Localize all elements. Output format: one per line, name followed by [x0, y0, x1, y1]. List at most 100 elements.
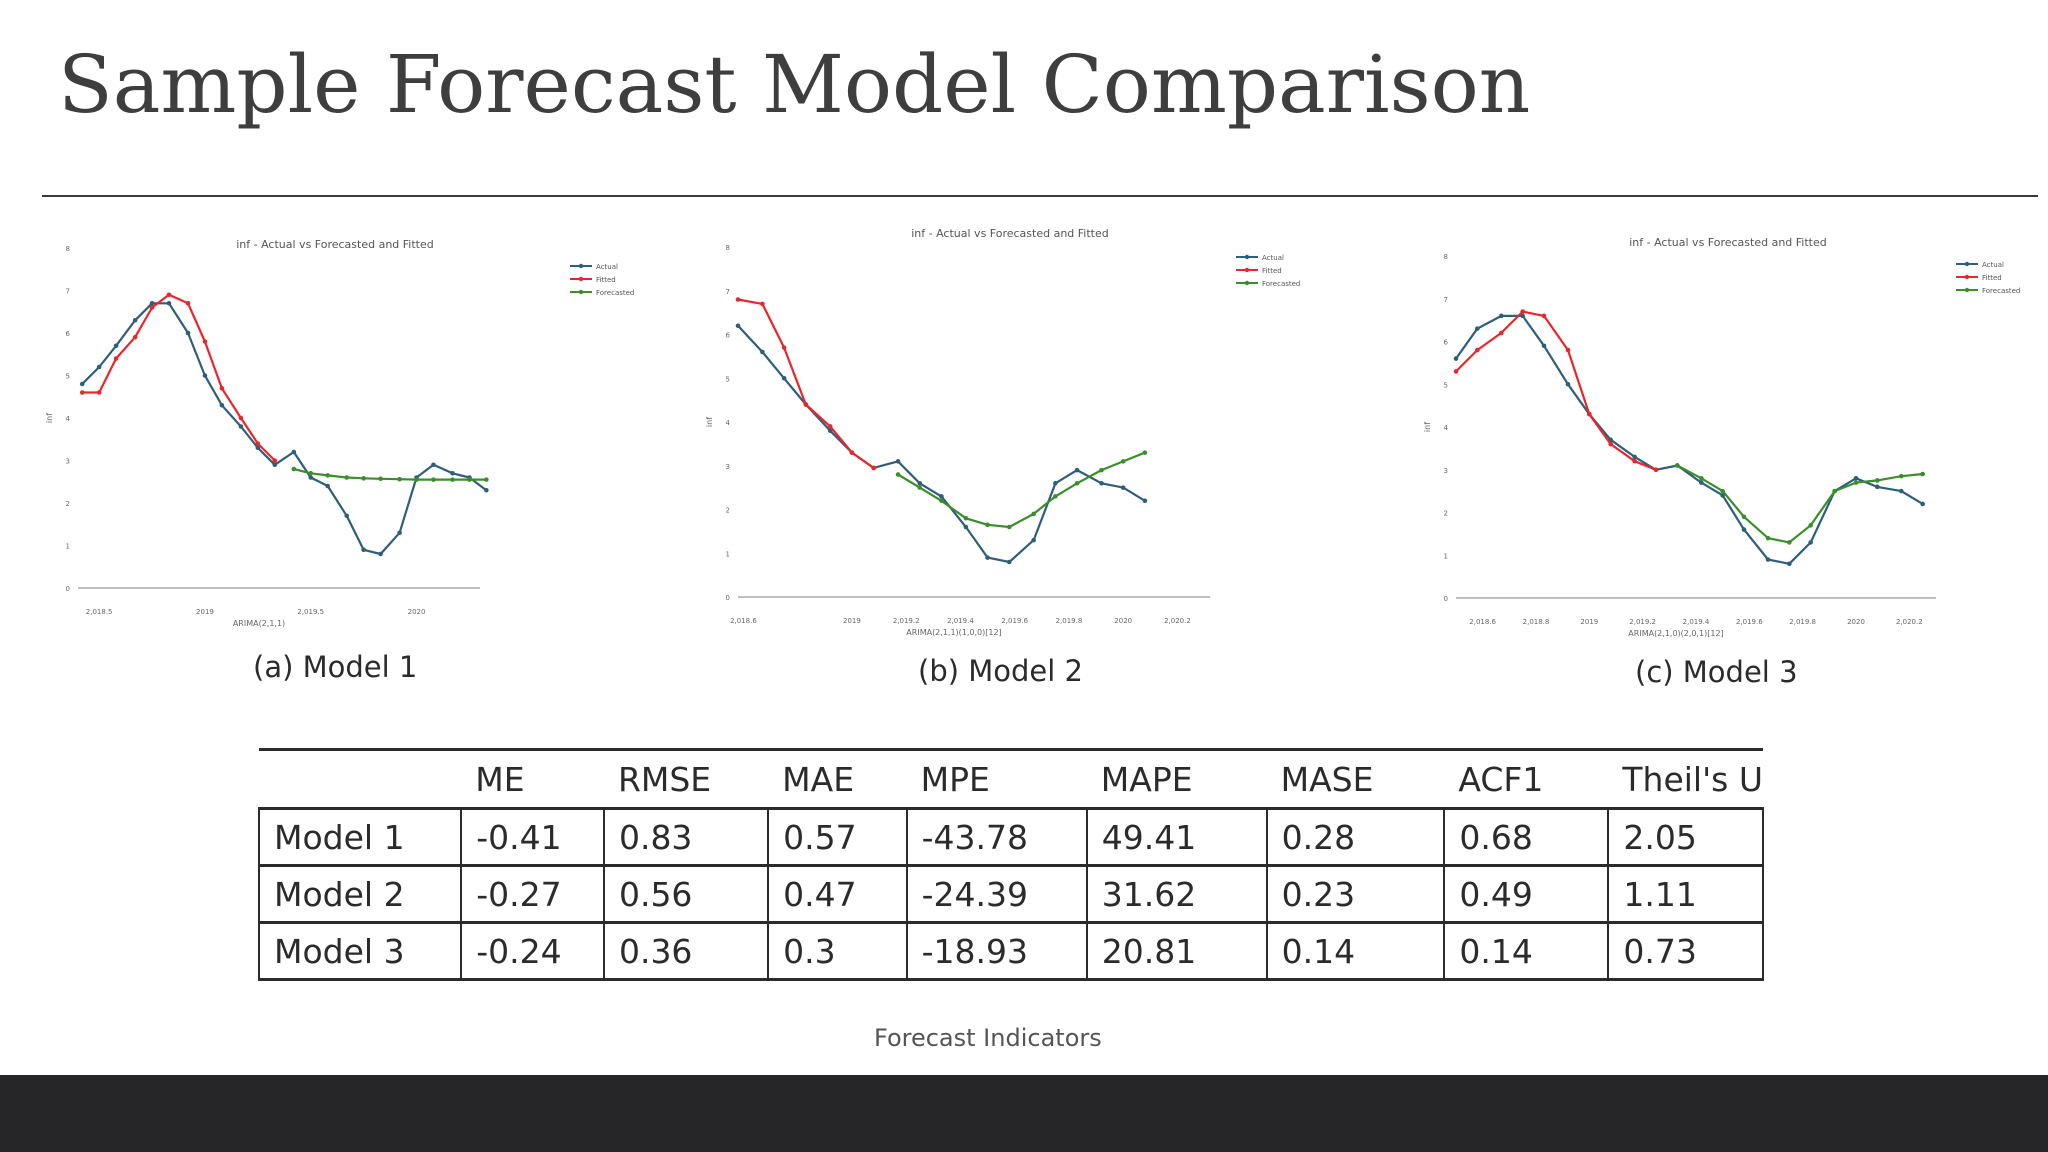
legend-marker-forecasted [1244, 280, 1250, 286]
y-tick-label: 2 [1444, 510, 1448, 518]
data-point-actual [781, 375, 787, 381]
data-point-forecasted [917, 485, 923, 490]
data-point-forecasted [1142, 450, 1148, 455]
y-tick-label: 0 [726, 594, 730, 602]
data-point-fitted [1587, 411, 1592, 417]
data-point-fitted [1453, 369, 1459, 374]
data-point-forecasted [378, 476, 383, 482]
data-point-fitted [219, 385, 225, 391]
y-axis-label: inf [705, 417, 714, 427]
data-point-actual [895, 459, 901, 464]
data-point-forecasted [1720, 488, 1725, 494]
data-point-actual [1074, 467, 1080, 473]
legend-label-fitted: Fitted [1262, 267, 1282, 275]
data-point-forecasted [1074, 480, 1080, 486]
y-tick-label: 4 [1444, 424, 1449, 432]
legend-marker-actual [1964, 261, 1970, 267]
data-point-fitted [166, 292, 172, 298]
data-point-actual [185, 330, 191, 336]
y-tick-label: 7 [66, 288, 70, 296]
y-tick-label: 6 [1444, 339, 1449, 347]
data-point-actual [1741, 527, 1747, 532]
x-tick-label: 2,019.6 [1736, 618, 1763, 626]
data-point-forecasted [985, 522, 990, 528]
chart-title: inf - Actual vs Forecasted and Fitted [1629, 236, 1827, 249]
data-point-actual [325, 483, 330, 489]
table-row: Model 3 -0.24 0.36 0.3 -18.93 20.81 0.14… [257, 922, 1764, 980]
data-point-actual [1808, 540, 1813, 545]
y-tick-label: 8 [726, 244, 730, 252]
data-point-fitted [96, 390, 102, 395]
data-point-actual [1920, 501, 1925, 507]
column-header-mase: MASE [1280, 759, 1374, 799]
chart-caption-model-1: (a) Model 1 [253, 650, 418, 684]
table-cell: -0.27 [460, 865, 604, 923]
legend-marker-fitted [1244, 267, 1250, 273]
data-point-actual [255, 445, 261, 451]
legend-label-actual: Actual [1982, 261, 2004, 269]
data-point-actual [1541, 343, 1547, 349]
y-tick-label: 5 [726, 375, 730, 383]
legend-marker-fitted [1964, 274, 1970, 280]
data-point-fitted [871, 465, 876, 471]
data-point-actual [166, 300, 172, 306]
series-line-actual [1455, 314, 1924, 565]
y-tick-label: 7 [1444, 296, 1448, 304]
data-point-actual [484, 487, 489, 493]
y-tick-label: 6 [726, 332, 731, 340]
data-point-forecasted [1765, 535, 1771, 541]
data-point-fitted [149, 305, 155, 310]
series-line-fitted [1455, 310, 1657, 471]
table-cell: 0.3 [767, 922, 907, 980]
y-axis-label: inf [45, 413, 54, 423]
y-tick-label: 0 [1444, 595, 1448, 603]
data-point-forecasted [1741, 514, 1747, 520]
chart-model-1-svg: inf - Actual vs Forecasted and Fitted 0 1 2… [45, 238, 634, 628]
x-tick-label: 2,020.2 [1896, 618, 1923, 626]
table-cell: 49.41 [1085, 808, 1267, 866]
legend-label-fitted: Fitted [1982, 274, 2002, 282]
legend-label-forecasted: Forecasted [1982, 287, 2020, 295]
y-tick-label: 5 [66, 373, 70, 381]
data-point-actual [1899, 488, 1904, 494]
x-tick-label: 2,019.8 [1789, 618, 1816, 626]
series-line-fitted [82, 293, 276, 462]
data-point-fitted [185, 300, 191, 306]
data-point-actual [1031, 537, 1036, 543]
x-tick-label: 2019 [843, 617, 861, 625]
x-tick-label: 2020 [408, 608, 426, 616]
data-point-actual [1006, 559, 1012, 565]
slide-title: Sample Forecast Model Comparison [58, 38, 1531, 131]
data-point-forecasted [344, 475, 350, 480]
data-point-forecasted [450, 477, 455, 482]
table-cell: 31.62 [1085, 865, 1267, 923]
series-line-forecasted [897, 451, 1146, 529]
legend-marker-forecasted [578, 289, 584, 295]
data-point-forecasted [1899, 473, 1904, 479]
data-point-fitted [1653, 467, 1659, 473]
column-header-mpe: MPE [920, 759, 990, 799]
legend-marker-actual [1244, 254, 1250, 260]
table-header-row: ME RMSE MAE MPE MAPE MASE ACF1 Theil's U [259, 749, 1763, 809]
y-tick-label: 6 [66, 330, 71, 338]
data-point-forecasted [1120, 459, 1126, 464]
data-point-forecasted [291, 466, 297, 472]
y-tick-label: 4 [726, 419, 731, 427]
legend-marker-forecasted [1964, 287, 1970, 293]
data-point-actual [1099, 480, 1104, 486]
legend-label-actual: Actual [1262, 254, 1284, 262]
data-point-actual [397, 530, 402, 536]
y-tick-label: 8 [66, 245, 70, 253]
table-cell: 0.47 [767, 865, 907, 923]
data-point-actual [378, 551, 383, 557]
y-axis-label: inf [1423, 422, 1432, 432]
data-point-forecasted [1832, 488, 1837, 494]
x-tick-label: 2,019.4 [1683, 618, 1710, 626]
data-point-fitted [1632, 458, 1637, 464]
table-cell: Model 1 [257, 808, 462, 866]
chart-title: inf - Actual vs Forecasted and Fitted [236, 238, 434, 251]
y-tick-label: 8 [1444, 253, 1448, 261]
legend-label-forecasted: Forecasted [1262, 280, 1300, 288]
x-tick-label: 2,018.8 [1523, 618, 1550, 626]
data-point-actual [985, 555, 990, 560]
